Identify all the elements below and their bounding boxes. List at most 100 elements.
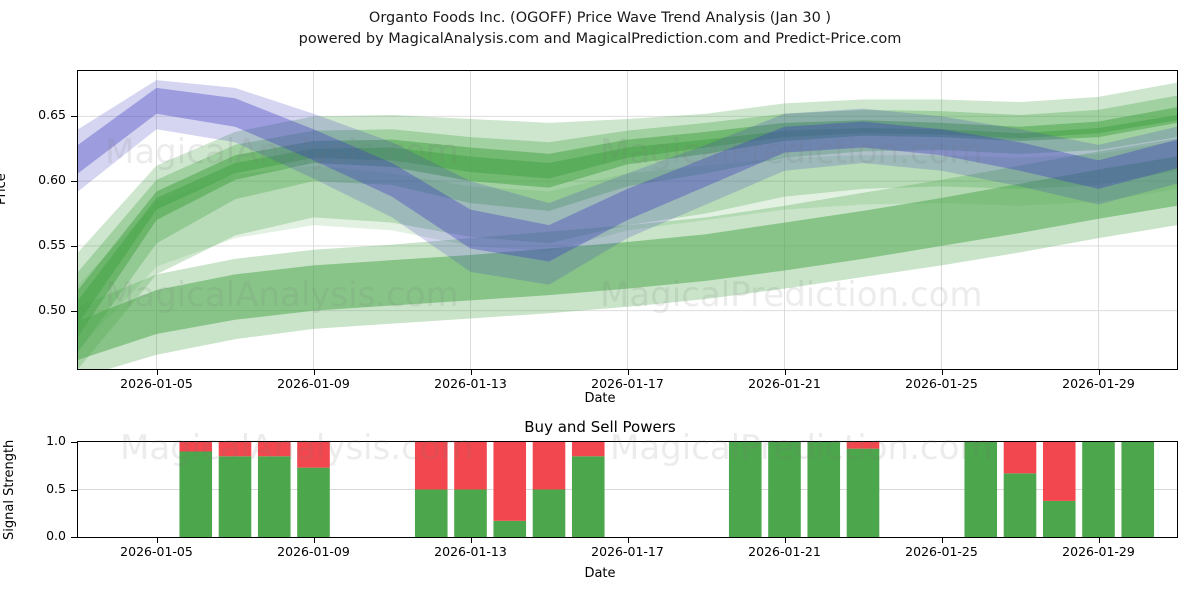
signal-bar-group[interactable] xyxy=(1003,442,1037,537)
price-wave-bands xyxy=(78,71,1177,369)
price-y-tick xyxy=(71,116,77,118)
sell-power-bar[interactable] xyxy=(846,442,880,449)
price-x-tick-label: 2026-01-17 xyxy=(591,376,664,391)
sell-power-bar[interactable] xyxy=(532,442,566,490)
price-band-lower-green-core xyxy=(78,156,1177,360)
signal-x-tick xyxy=(156,538,158,543)
signal-y-tick-label: 1.0 xyxy=(46,433,66,448)
signal-bar-group[interactable] xyxy=(1042,442,1076,537)
price-band-blue-wave-core xyxy=(78,87,1177,262)
signal-x-tick xyxy=(313,538,315,543)
signal-bar-group[interactable] xyxy=(807,442,841,537)
buy-power-bar[interactable] xyxy=(571,456,605,537)
price-band-mid-pale-green xyxy=(78,140,1177,350)
buy-power-bar[interactable] xyxy=(1121,442,1155,537)
signal-y-tick-label: 0.5 xyxy=(46,480,66,496)
signal-bar-group[interactable] xyxy=(257,442,291,537)
sell-power-bar[interactable] xyxy=(571,442,605,457)
price-x-tick-label: 2026-01-05 xyxy=(120,376,193,391)
sell-power-bar[interactable] xyxy=(1042,442,1076,501)
price-band-blue-wave-broad xyxy=(78,80,1177,285)
signal-x-tick-label: 2026-01-25 xyxy=(905,544,978,559)
buy-power-bar[interactable] xyxy=(493,520,527,537)
signal-bar-group[interactable] xyxy=(297,442,330,537)
price-x-tick xyxy=(1098,370,1100,375)
page-title: Organto Foods Inc. (OGOFF) Price Wave Tr… xyxy=(368,10,832,26)
buy-sell-bars xyxy=(78,442,1177,537)
sell-power-bar[interactable] xyxy=(1003,442,1037,474)
price-band-upper-green-core xyxy=(78,107,1177,337)
price-y-tick-label: 0.50 xyxy=(38,301,66,317)
price-x-tick xyxy=(627,370,629,375)
sell-power-bar[interactable] xyxy=(493,442,527,521)
price-x-tick-label: 2026-01-25 xyxy=(905,376,978,391)
price-band-upper-green-tight xyxy=(78,115,1177,324)
signal-bar-group[interactable] xyxy=(964,442,998,537)
signal-bar-group[interactable] xyxy=(493,442,527,537)
signal-x-tick-label: 2026-01-17 xyxy=(591,544,664,559)
buy-power-bar[interactable] xyxy=(297,467,330,537)
price-x-tick xyxy=(313,370,315,375)
signal-x-tick-label: 2026-01-13 xyxy=(434,544,507,559)
chart-title-block: Organto Foods Inc. (OGOFF) Price Wave Tr… xyxy=(0,8,1200,50)
signal-x-tick-label: 2026-01-21 xyxy=(748,544,821,559)
signal-x-axis-title: Date xyxy=(584,566,616,581)
signal-y-tick xyxy=(71,442,77,443)
buy-power-bar[interactable] xyxy=(1003,473,1037,537)
buy-power-bar[interactable] xyxy=(807,442,841,537)
signal-x-tick xyxy=(627,538,629,543)
buy-power-bar[interactable] xyxy=(1082,442,1115,537)
price-y-tick-label: 0.55 xyxy=(38,236,66,252)
buy-power-bar[interactable] xyxy=(728,442,762,537)
signal-bar-group[interactable] xyxy=(768,442,801,537)
price-x-tick-label: 2026-01-29 xyxy=(1062,376,1135,391)
buy-power-bar[interactable] xyxy=(846,448,880,537)
signal-x-tick-label: 2026-01-05 xyxy=(120,544,193,559)
signal-y-tick xyxy=(71,537,77,538)
signal-bar-group[interactable] xyxy=(179,442,213,538)
price-x-tick xyxy=(156,370,158,375)
buy-power-bar[interactable] xyxy=(768,442,801,537)
buy-power-bar[interactable] xyxy=(454,489,487,538)
buy-power-bar[interactable] xyxy=(1042,500,1076,537)
signal-x-tick xyxy=(470,538,472,543)
price-chart-plot-area xyxy=(77,70,1178,370)
buy-power-bar[interactable] xyxy=(257,456,291,537)
signal-bar-group[interactable] xyxy=(846,442,880,537)
price-x-tick-label: 2026-01-13 xyxy=(434,376,507,391)
price-x-axis-title: Date xyxy=(584,391,616,406)
sell-power-bar[interactable] xyxy=(454,442,487,490)
price-x-tick xyxy=(941,370,943,375)
signal-bar-group[interactable] xyxy=(1082,442,1115,537)
signal-chart-plot-area xyxy=(77,441,1178,538)
signal-x-tick xyxy=(784,538,786,543)
buy-power-bar[interactable] xyxy=(414,489,448,538)
sell-power-bar[interactable] xyxy=(297,442,330,468)
buy-power-bar[interactable] xyxy=(179,451,213,538)
buy-power-bar[interactable] xyxy=(964,442,998,537)
signal-bar-group[interactable] xyxy=(532,442,566,538)
signal-x-tick-label: 2026-01-09 xyxy=(277,544,350,559)
signal-x-tick xyxy=(1098,538,1100,543)
price-y-tick xyxy=(71,245,77,247)
sell-power-bar[interactable] xyxy=(414,442,448,490)
signal-x-tick xyxy=(941,538,943,543)
sell-power-bar[interactable] xyxy=(179,442,213,452)
sell-power-bar[interactable] xyxy=(257,442,291,457)
page-subtitle: powered by MagicalAnalysis.com and Magic… xyxy=(298,31,902,47)
signal-bar-group[interactable] xyxy=(218,442,252,537)
price-x-tick-label: 2026-01-21 xyxy=(748,376,821,391)
buy-power-bar[interactable] xyxy=(218,456,252,537)
signal-bar-group[interactable] xyxy=(571,442,605,537)
price-x-tick xyxy=(784,370,786,375)
price-y-tick-label: 0.65 xyxy=(38,107,66,123)
signal-y-tick-label: 0.0 xyxy=(46,528,66,543)
buy-power-bar[interactable] xyxy=(532,489,566,538)
signal-bar-group[interactable] xyxy=(414,442,448,538)
signal-bar-group[interactable] xyxy=(728,442,762,537)
signal-bar-group[interactable] xyxy=(1121,442,1155,537)
sell-power-bar[interactable] xyxy=(218,442,252,457)
signal-x-tick-label: 2026-01-29 xyxy=(1062,544,1135,559)
signal-bar-group[interactable] xyxy=(454,442,487,537)
